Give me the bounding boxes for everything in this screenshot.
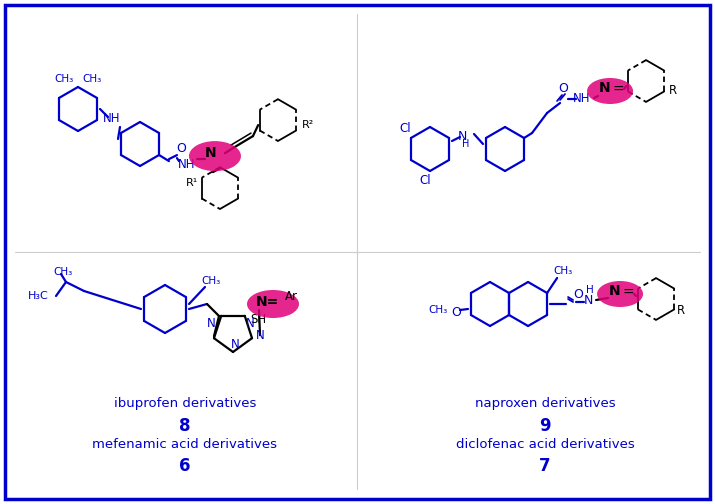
Ellipse shape — [247, 290, 299, 318]
Text: NH: NH — [178, 158, 196, 170]
Text: O: O — [558, 83, 568, 95]
Text: NH: NH — [573, 92, 591, 104]
Text: mefenamic acid derivatives: mefenamic acid derivatives — [92, 437, 277, 451]
Text: H₃C: H₃C — [28, 291, 49, 301]
Text: 6: 6 — [179, 457, 191, 475]
Text: 9: 9 — [539, 417, 551, 435]
Text: H: H — [463, 139, 470, 149]
Text: CH₃: CH₃ — [553, 266, 573, 276]
Text: N: N — [583, 293, 593, 306]
Text: CH₃: CH₃ — [82, 74, 102, 84]
Text: N: N — [245, 318, 254, 330]
Text: Ar: Ar — [285, 289, 297, 302]
Text: O: O — [451, 305, 461, 319]
Ellipse shape — [597, 281, 643, 307]
Text: N: N — [256, 329, 265, 342]
Text: =: = — [622, 286, 634, 300]
Text: Cl: Cl — [399, 122, 411, 136]
Text: 7: 7 — [539, 457, 551, 475]
Text: N=: N= — [255, 295, 279, 309]
Text: 8: 8 — [179, 417, 191, 435]
Text: N: N — [205, 146, 217, 160]
Text: CH₃: CH₃ — [428, 305, 448, 315]
Text: N: N — [231, 338, 240, 350]
Text: CH₃: CH₃ — [54, 74, 74, 84]
Text: CH₃: CH₃ — [202, 276, 221, 286]
Text: SH: SH — [251, 313, 267, 326]
Text: O: O — [176, 142, 186, 155]
Text: H: H — [586, 285, 594, 295]
Ellipse shape — [189, 141, 241, 171]
Text: N: N — [207, 318, 216, 330]
Ellipse shape — [587, 78, 633, 104]
Text: R¹: R¹ — [186, 178, 198, 188]
Text: diclofenac acid derivatives: diclofenac acid derivatives — [455, 437, 634, 451]
Text: ibuprofen derivatives: ibuprofen derivatives — [114, 398, 256, 410]
Text: R²: R² — [302, 120, 314, 130]
Text: R: R — [677, 304, 685, 318]
Text: R: R — [669, 85, 677, 97]
Text: O: O — [573, 287, 583, 300]
Text: =: = — [612, 83, 624, 97]
Text: NH: NH — [103, 112, 121, 125]
Text: Cl: Cl — [419, 174, 431, 187]
Text: N: N — [458, 130, 467, 143]
Text: N: N — [599, 81, 611, 95]
Text: CH₃: CH₃ — [54, 267, 73, 277]
Text: N: N — [609, 284, 621, 298]
Text: naproxen derivatives: naproxen derivatives — [475, 398, 616, 410]
